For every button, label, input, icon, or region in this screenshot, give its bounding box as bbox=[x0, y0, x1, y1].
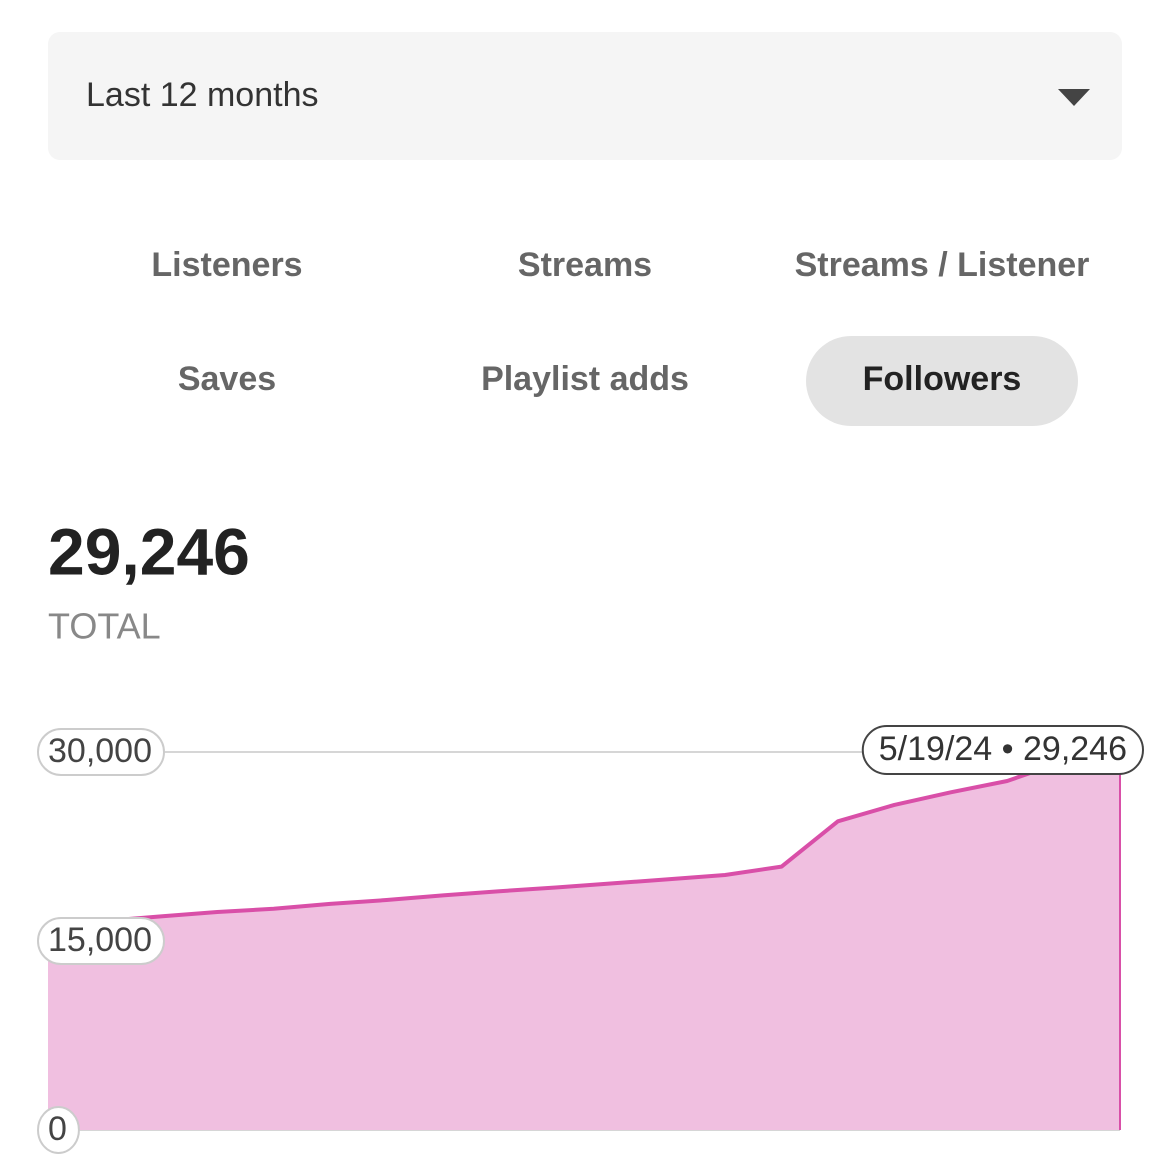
chart: 0 15,000 30,000 5/19/24 • 29,246 bbox=[37, 725, 1144, 1154]
annotation: 5/19/24 • 29,246 bbox=[879, 730, 1127, 768]
y-tick-pill bbox=[37, 917, 165, 965]
area bbox=[48, 761, 1120, 1130]
annotation-pill bbox=[861, 725, 1144, 775]
y-tick-label: 30,000 bbox=[48, 732, 152, 770]
tab[interactable]: Followers bbox=[863, 360, 1022, 398]
dropdown-label: Last 12 months bbox=[86, 76, 318, 114]
tab[interactable]: Streams bbox=[518, 246, 652, 284]
tab[interactable]: Saves bbox=[178, 360, 276, 398]
line bbox=[47, 759, 1120, 927]
total-value: 29,246 bbox=[48, 514, 250, 588]
y-tick-label: 15,000 bbox=[48, 921, 152, 959]
dropdown[interactable] bbox=[48, 32, 1122, 160]
active-tab-pill bbox=[806, 336, 1078, 426]
y-tick-pill bbox=[37, 728, 165, 776]
tab[interactable]: Listeners bbox=[151, 246, 302, 284]
tab[interactable]: Playlist adds bbox=[481, 360, 689, 398]
y-tick-pill bbox=[37, 1106, 80, 1154]
tab[interactable]: Streams / Listener bbox=[795, 246, 1090, 284]
dropdown-arrow bbox=[1058, 89, 1090, 106]
tabs: Listeners Streams Streams / Listener Saves P… bbox=[151, 246, 1089, 426]
y-tick-label: 0 bbox=[48, 1110, 67, 1148]
total-label: TOTAL bbox=[48, 606, 161, 647]
